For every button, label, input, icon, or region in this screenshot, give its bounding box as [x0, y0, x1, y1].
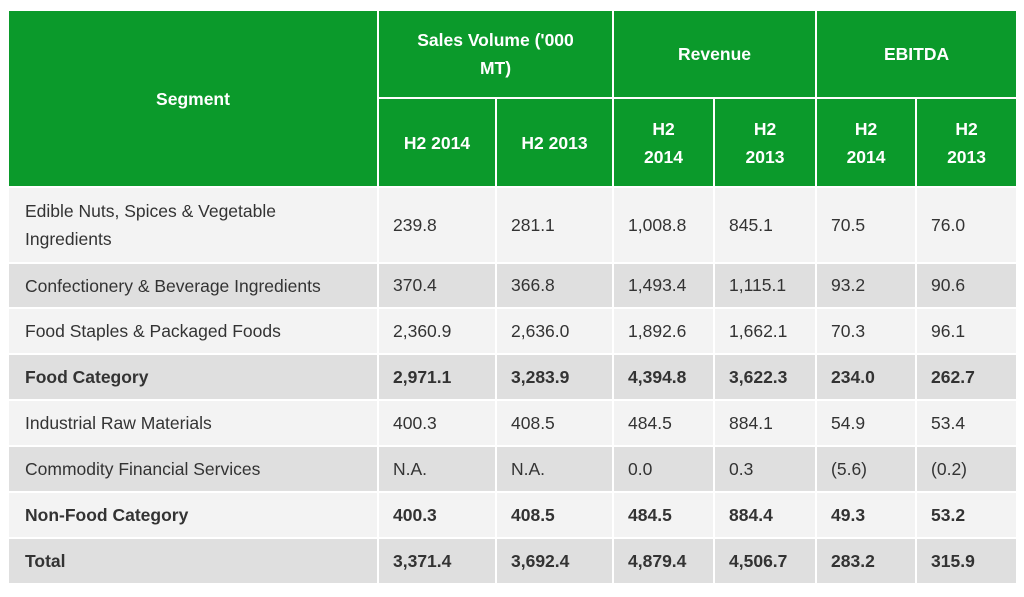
period-header: H2 2014 — [815, 97, 918, 188]
value-cell: 70.3 — [815, 307, 918, 355]
value-cell: 315.9 — [915, 537, 1019, 585]
segment-cell: Non-Food Category — [7, 491, 379, 539]
segment-cell: Commodity Financial Services — [7, 445, 379, 493]
sales-volume-header: Sales Volume ('000 MT) — [376, 9, 615, 99]
value-cell: 281.1 — [494, 186, 615, 264]
value-cell: 70.5 — [815, 186, 918, 264]
table-row: Confectionery & Beverage Ingredients 370.… — [7, 262, 1019, 309]
value-cell: 884.1 — [713, 399, 818, 447]
period-header: H2 2014 — [377, 97, 497, 188]
period-header: H2 2013 — [494, 97, 615, 188]
table-row: Edible Nuts, Spices & Vegetable Ingredie… — [7, 186, 1019, 264]
table-row: Food Category 2,971.1 3,283.9 4,394.8 3,622.… — [7, 353, 1019, 401]
period-header: H2 2013 — [713, 97, 818, 188]
value-cell: (0.2) — [915, 445, 1019, 493]
value-cell: (5.6) — [815, 445, 918, 493]
segment-cell: Industrial Raw Materials — [7, 399, 379, 447]
segment-cell: Food Category — [7, 353, 379, 401]
value-cell: 3,371.4 — [377, 537, 497, 585]
value-cell: 53.4 — [915, 399, 1019, 447]
segment-cell: Confectionery & Beverage Ingredients — [7, 262, 379, 309]
value-cell: N.A. — [494, 445, 615, 493]
value-cell: 1,008.8 — [612, 186, 716, 264]
table-row: Commodity Financial Services N.A. N.A. 0.0 0… — [7, 445, 1019, 493]
segment-cell: Food Staples & Packaged Foods — [7, 307, 379, 355]
segment-cell: Total — [7, 537, 379, 585]
value-cell: 484.5 — [612, 399, 716, 447]
value-cell: 408.5 — [494, 491, 615, 539]
value-cell: 53.2 — [915, 491, 1019, 539]
period-header: H2 2014 — [612, 97, 716, 188]
value-cell: 845.1 — [713, 186, 818, 264]
value-cell: 76.0 — [915, 186, 1019, 264]
value-cell: 3,692.4 — [494, 537, 615, 585]
value-cell: 239.8 — [377, 186, 497, 264]
value-cell: 0.3 — [713, 445, 818, 493]
value-cell: 4,879.4 — [612, 537, 716, 585]
value-cell: 3,622.3 — [713, 353, 818, 401]
table-row: Industrial Raw Materials 400.3 408.5 484.5 8… — [7, 399, 1019, 447]
segment-results-table: Segment Sales Volume ('000 MT) Revenue E… — [7, 9, 1019, 585]
value-cell: 283.2 — [815, 537, 918, 585]
value-cell: 262.7 — [915, 353, 1019, 401]
value-cell: 370.4 — [377, 262, 497, 309]
segment-cell: Edible Nuts, Spices & Vegetable Ingredie… — [7, 186, 379, 264]
value-cell: 1,892.6 — [612, 307, 716, 355]
table-row: Food Staples & Packaged Foods 2,360.9 2,63… — [7, 307, 1019, 355]
value-cell: 2,971.1 — [377, 353, 497, 401]
value-cell: 366.8 — [494, 262, 615, 309]
value-cell: 1,662.1 — [713, 307, 818, 355]
value-cell: N.A. — [377, 445, 497, 493]
segment-header: Segment — [7, 9, 379, 188]
value-cell: 400.3 — [377, 399, 497, 447]
value-cell: 54.9 — [815, 399, 918, 447]
value-cell: 2,636.0 — [494, 307, 615, 355]
header-row-groups: Segment Sales Volume ('000 MT) Revenue E… — [7, 9, 1019, 188]
value-cell: 408.5 — [494, 399, 615, 447]
value-cell: 1,115.1 — [713, 262, 818, 309]
value-cell: 400.3 — [377, 491, 497, 539]
value-cell: 234.0 — [815, 353, 918, 401]
header-row-periods: H2 2014 H2 2013 H2 2014 H2 2013 H2 2014 … — [8, 97, 1019, 188]
value-cell: 3,283.9 — [494, 353, 615, 401]
value-cell: 4,506.7 — [713, 537, 818, 585]
table-row: Non-Food Category 400.3 408.5 484.5 884.4 49.… — [7, 491, 1019, 539]
value-cell: 884.4 — [713, 491, 818, 539]
ebitda-header: EBITDA — [815, 9, 1019, 99]
period-header: H2 2013 — [915, 97, 1019, 188]
revenue-header: Revenue — [612, 9, 818, 99]
value-cell: 96.1 — [915, 307, 1019, 355]
table-row: Total 3,371.4 3,692.4 4,879.4 4,506.7 283.2 31… — [7, 537, 1019, 585]
value-cell: 4,394.8 — [612, 353, 716, 401]
value-cell: 1,493.4 — [612, 262, 716, 309]
value-cell: 93.2 — [815, 262, 918, 309]
value-cell: 2,360.9 — [377, 307, 497, 355]
value-cell: 484.5 — [612, 491, 716, 539]
value-cell: 0.0 — [612, 445, 716, 493]
value-cell: 49.3 — [815, 491, 918, 539]
value-cell: 90.6 — [915, 262, 1019, 309]
